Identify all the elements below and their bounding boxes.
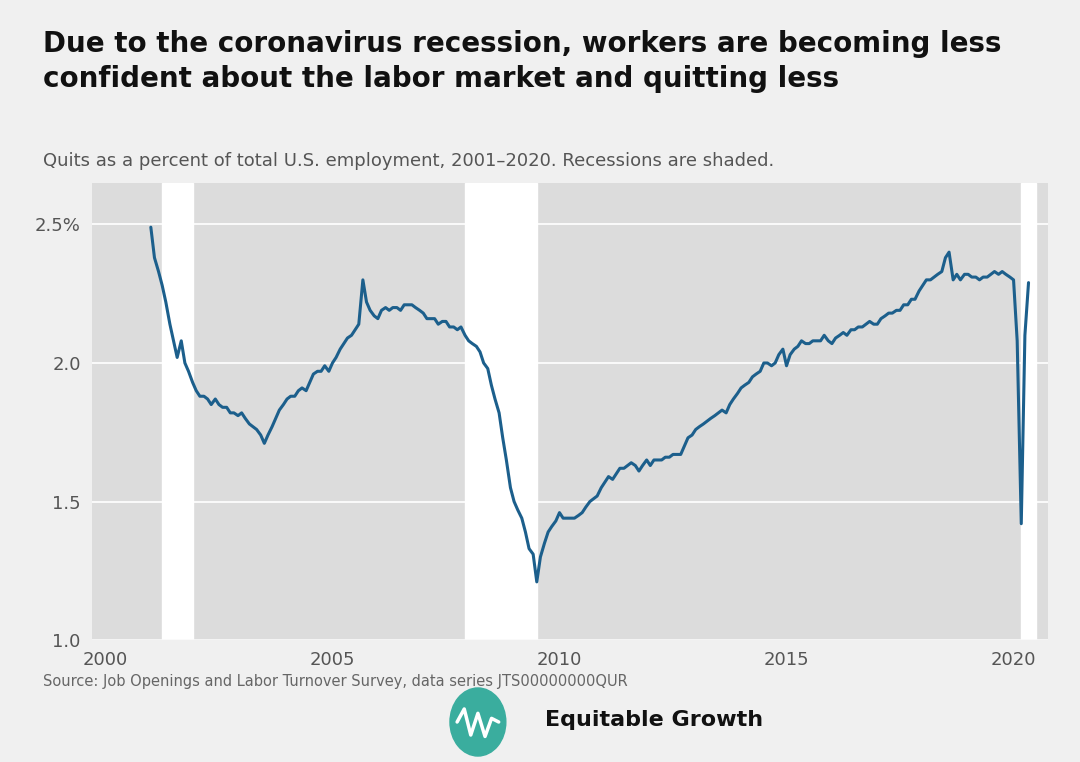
Text: Due to the coronavirus recession, workers are becoming less
confident about the : Due to the coronavirus recession, worker… <box>43 30 1002 93</box>
Bar <box>465 183 537 640</box>
Circle shape <box>450 688 505 756</box>
Bar <box>1022 183 1036 640</box>
Bar <box>162 183 192 640</box>
Text: Equitable Growth: Equitable Growth <box>545 710 764 730</box>
Text: Quits as a percent of total U.S. employment, 2001–2020. Recessions are shaded.: Quits as a percent of total U.S. employm… <box>43 152 774 171</box>
Text: Source: Job Openings and Labor Turnover Survey, data series JTS00000000QUR: Source: Job Openings and Labor Turnover … <box>43 674 627 690</box>
